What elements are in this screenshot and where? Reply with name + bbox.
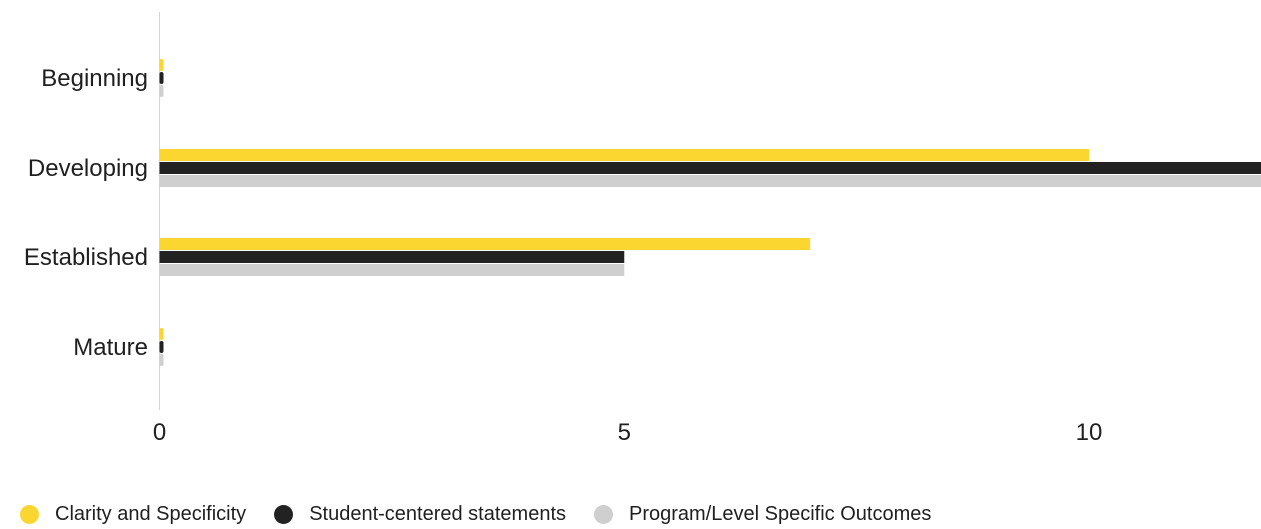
- bar-established-series-0: [159, 238, 811, 250]
- x-tick-label: 10: [1076, 419, 1103, 446]
- bar-established-series-1: [159, 251, 625, 263]
- legend-item: Student-centered statements: [274, 503, 566, 526]
- legend-label: Student-centered statements: [309, 503, 567, 525]
- legend-label: Program/Level Specific Outcomes: [629, 503, 932, 525]
- bar-beginning-series-0: [159, 59, 164, 71]
- legend-swatch: [274, 505, 294, 524]
- bars-layer: [159, 59, 1261, 366]
- category-label: Established: [24, 244, 148, 271]
- bar-chart: Beginning Developing Established Mature 0 5 1…: [24, 12, 1261, 446]
- bar-established-series-2: [159, 264, 625, 276]
- x-tick-labels: 0 5 10: [153, 419, 1103, 446]
- bar-mature-series-0: [159, 328, 164, 340]
- x-tick-label: 5: [618, 419, 631, 446]
- legend-item: Clarity and Specificity: [20, 503, 246, 526]
- legend-item: Program/Level Specific Outcomes: [594, 503, 931, 526]
- category-label: Developing: [28, 155, 148, 182]
- bar-mature-series-2: [159, 354, 164, 366]
- bar-beginning-series-2: [159, 85, 164, 97]
- bar-developing-series-1: [159, 162, 1261, 174]
- category-label: Beginning: [41, 65, 148, 92]
- bar-beginning-series-1: [159, 72, 164, 84]
- category-label: Mature: [73, 334, 148, 361]
- legend-label: Clarity and Specificity: [55, 503, 247, 525]
- legend-swatch: [20, 505, 39, 524]
- bar-developing-series-2: [159, 175, 1261, 187]
- legend-swatch: [594, 505, 614, 524]
- legend: Clarity and Specificity Student-centered …: [0, 500, 959, 529]
- x-tick-label: 0: [153, 419, 166, 446]
- bar-mature-series-1: [159, 341, 164, 353]
- category-labels: Beginning Developing Established Mature: [24, 65, 148, 361]
- bar-developing-series-0: [159, 149, 1090, 161]
